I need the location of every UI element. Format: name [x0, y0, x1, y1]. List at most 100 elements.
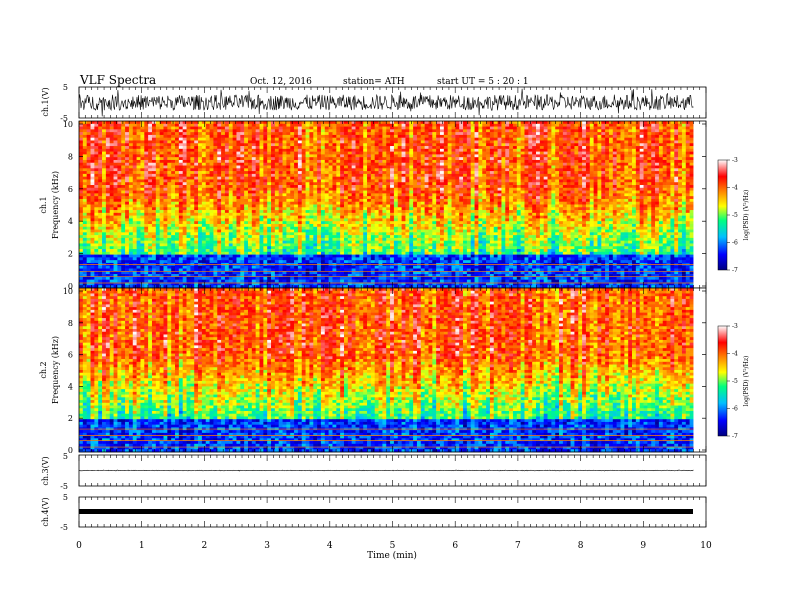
spectrogram-cell — [159, 148, 164, 152]
spectrogram-cell — [274, 148, 279, 152]
spectrogram-cell — [559, 196, 564, 200]
spectrogram-cell — [363, 201, 368, 205]
spectrogram-cell — [670, 123, 675, 127]
spectrogram-cell — [674, 187, 679, 191]
spectrogram-cell — [109, 134, 114, 138]
spectrogram-cell — [121, 193, 126, 197]
spectrogram-cell — [685, 157, 690, 161]
spectrogram-cell — [98, 179, 103, 183]
spectrogram-cell — [328, 162, 333, 166]
spectrogram-cell — [244, 179, 249, 183]
spectrogram-cell — [670, 126, 675, 130]
spectrogram-cell — [140, 126, 145, 130]
spectrogram-cell — [666, 157, 671, 161]
spectrogram-cell — [102, 176, 107, 180]
spectrogram-cell — [320, 185, 326, 189]
spectrogram-cell — [524, 201, 529, 205]
spectrogram-cell — [459, 201, 464, 205]
spectrogram-cell — [459, 196, 464, 200]
spectrogram-cell — [263, 140, 268, 144]
spectrogram-cell — [94, 201, 99, 205]
spectrogram-cell — [516, 204, 521, 208]
spectrogram-cell — [355, 193, 360, 197]
spectrogram-cell — [620, 176, 625, 180]
spectrogram-cell — [370, 137, 376, 141]
spectrogram-cell — [401, 173, 406, 177]
spectrogram-cell — [482, 187, 487, 191]
spectrogram-cell — [440, 162, 445, 166]
spectrogram-cell — [497, 173, 502, 177]
spectrogram-cell — [532, 157, 537, 161]
spectrogram-cell — [570, 187, 575, 191]
spectrogram-cell — [244, 137, 249, 141]
spectrogram-cell — [109, 204, 114, 208]
spectrogram-cell — [343, 134, 349, 138]
spectrogram-cell — [290, 204, 295, 208]
spectrogram-cell — [512, 201, 518, 205]
spectrogram-cell — [455, 146, 460, 150]
spectrogram-cell — [420, 185, 425, 189]
spectrogram-cell — [455, 176, 460, 180]
spectrogram-cell — [470, 140, 475, 144]
spectrogram-cell — [401, 182, 406, 186]
spectrogram-cell — [574, 126, 579, 130]
spectrogram-cell — [608, 126, 614, 130]
spectrogram-cell — [405, 201, 410, 205]
spectrogram-cell — [635, 134, 640, 138]
spectrogram-cell — [647, 193, 652, 197]
spectrogram-cell — [463, 159, 468, 164]
spectrogram-cell — [128, 159, 134, 164]
spectrogram-cell — [236, 190, 241, 194]
spectrogram-cell — [635, 157, 640, 161]
spectrogram-cell — [236, 162, 241, 166]
spectrogram-cell — [355, 179, 360, 183]
spectrogram-cell — [428, 129, 433, 133]
spectrogram-cell — [689, 196, 694, 200]
spectrogram-cell — [532, 146, 537, 150]
spectrogram-cell — [670, 148, 675, 152]
spectrogram-cell — [359, 123, 364, 127]
spectrogram-cell — [151, 176, 157, 180]
spectrogram-cell — [151, 143, 157, 147]
spectrogram-cell — [390, 137, 395, 141]
spectrogram-cell — [420, 148, 425, 152]
spectrogram-cell — [343, 129, 349, 133]
spectrogram-cell — [355, 204, 360, 208]
spectrogram-cell — [355, 162, 360, 166]
spectrogram-cell — [175, 143, 180, 147]
spectrogram-cell — [451, 165, 456, 169]
spectrogram-cell — [497, 193, 502, 197]
spectrogram-cell — [666, 129, 671, 133]
spectrogram-cell — [347, 196, 352, 200]
spectrogram-cell — [382, 132, 387, 136]
spectrogram-cell — [136, 137, 141, 141]
spectrogram-cell — [678, 196, 683, 200]
spectrogram-cell — [282, 126, 287, 130]
spectrogram-cell — [79, 201, 84, 205]
spectrogram-cell — [370, 187, 376, 191]
spectrogram-cell — [413, 187, 418, 191]
spectrogram-cell — [678, 168, 683, 172]
spectrogram-cell — [520, 134, 525, 138]
spectrogram-cell — [666, 159, 671, 164]
spectrogram-cell — [643, 148, 648, 152]
spectrogram-cell — [198, 129, 203, 133]
spectrogram-cell — [201, 190, 207, 194]
spectrogram-cell — [416, 143, 422, 147]
spectrogram-cell — [582, 165, 587, 169]
spectrogram-cell — [136, 146, 141, 150]
spectrogram-cell — [382, 134, 387, 138]
spectrogram-cell — [367, 146, 372, 150]
spectrogram-cell — [390, 201, 395, 205]
spectrogram-cell — [612, 201, 617, 205]
spectrogram-cell — [336, 165, 341, 169]
spectrogram-cell — [436, 121, 441, 125]
spectrogram-cell — [639, 134, 644, 138]
spectrogram-cell — [320, 159, 326, 164]
spectrogram-cell — [597, 173, 602, 177]
spectrogram-cell — [136, 140, 141, 144]
spectrogram-cell — [424, 121, 429, 125]
spectrogram-cell — [351, 176, 356, 180]
spectrogram-cell — [601, 168, 606, 172]
spectrogram-cell — [320, 173, 326, 177]
